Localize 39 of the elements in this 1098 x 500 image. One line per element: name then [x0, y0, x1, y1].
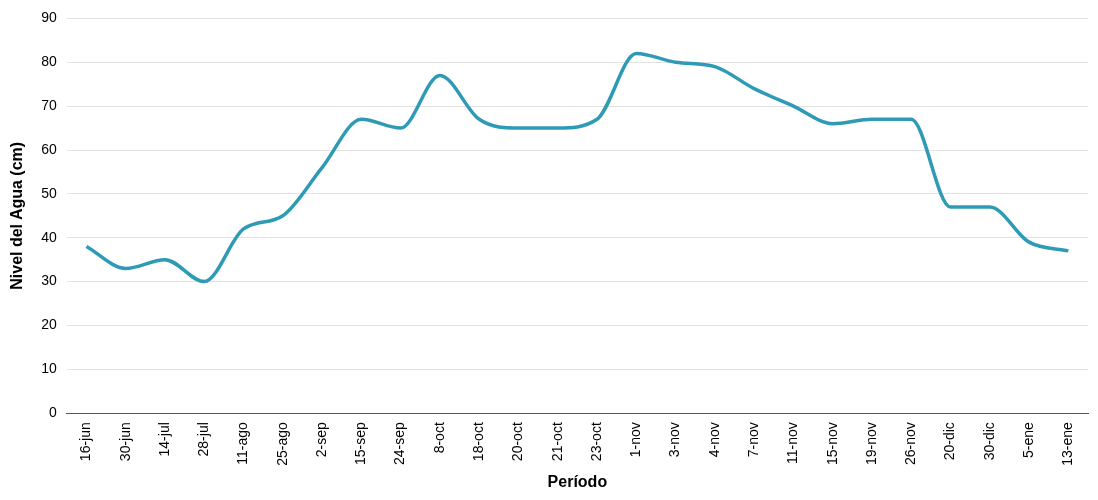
- x-tick-label: 30-jun: [116, 422, 133, 462]
- x-tick-label: 30-dic: [980, 422, 997, 461]
- y-tick-label: 50: [41, 184, 57, 201]
- y-tick-label: 30: [41, 272, 57, 289]
- x-tick-label: 18-oct: [470, 422, 487, 462]
- x-axis-title: Período: [547, 472, 608, 490]
- x-tick-label: 2-sep: [312, 422, 329, 458]
- x-tick-label: 11-ago: [234, 422, 251, 465]
- y-tick-label: 70: [41, 96, 57, 113]
- x-tick-label: 8-oct: [430, 422, 447, 454]
- x-tick-label: 21-oct: [548, 422, 565, 462]
- y-axis-title: Nivel del Agua (cm): [8, 141, 26, 290]
- x-tick-label: 20-oct: [509, 422, 526, 462]
- x-tick-label: 28-jul: [195, 422, 212, 457]
- x-tick-label: 23-oct: [587, 422, 604, 462]
- x-tick-label: 3-nov: [666, 422, 683, 458]
- x-tick-label: 14-jul: [155, 422, 172, 457]
- x-tick-label: 20-dic: [941, 422, 958, 461]
- y-tick-label: 40: [41, 228, 57, 245]
- x-tick-label: 19-nov: [862, 422, 879, 466]
- x-tick-label: 15-nov: [823, 422, 840, 466]
- x-tick-label: 26-nov: [902, 422, 919, 466]
- y-tick-label: 80: [41, 53, 57, 70]
- x-tick-label: 5-ene: [1019, 422, 1036, 459]
- y-tick-label: 20: [41, 316, 57, 333]
- x-tick-label: 25-ago: [273, 421, 290, 466]
- x-tick-label: 1-nov: [627, 422, 644, 458]
- y-tick-label: 0: [48, 404, 57, 421]
- x-tick-label: 4-nov: [705, 422, 722, 458]
- y-tick-label: 10: [41, 360, 57, 377]
- x-tick-label: 11-nov: [784, 422, 801, 464]
- line-series: [84, 51, 1071, 284]
- x-tick-label: 16-jun: [77, 422, 94, 462]
- x-tick-label: 15-sep: [352, 422, 369, 466]
- x-tick-label: 13-ene: [1059, 421, 1076, 466]
- y-tick-label: 90: [41, 9, 57, 26]
- x-tick-label: 24-sep: [391, 422, 408, 466]
- x-tick-label: 7-nov: [745, 422, 761, 458]
- y-tick-label: 60: [41, 140, 57, 157]
